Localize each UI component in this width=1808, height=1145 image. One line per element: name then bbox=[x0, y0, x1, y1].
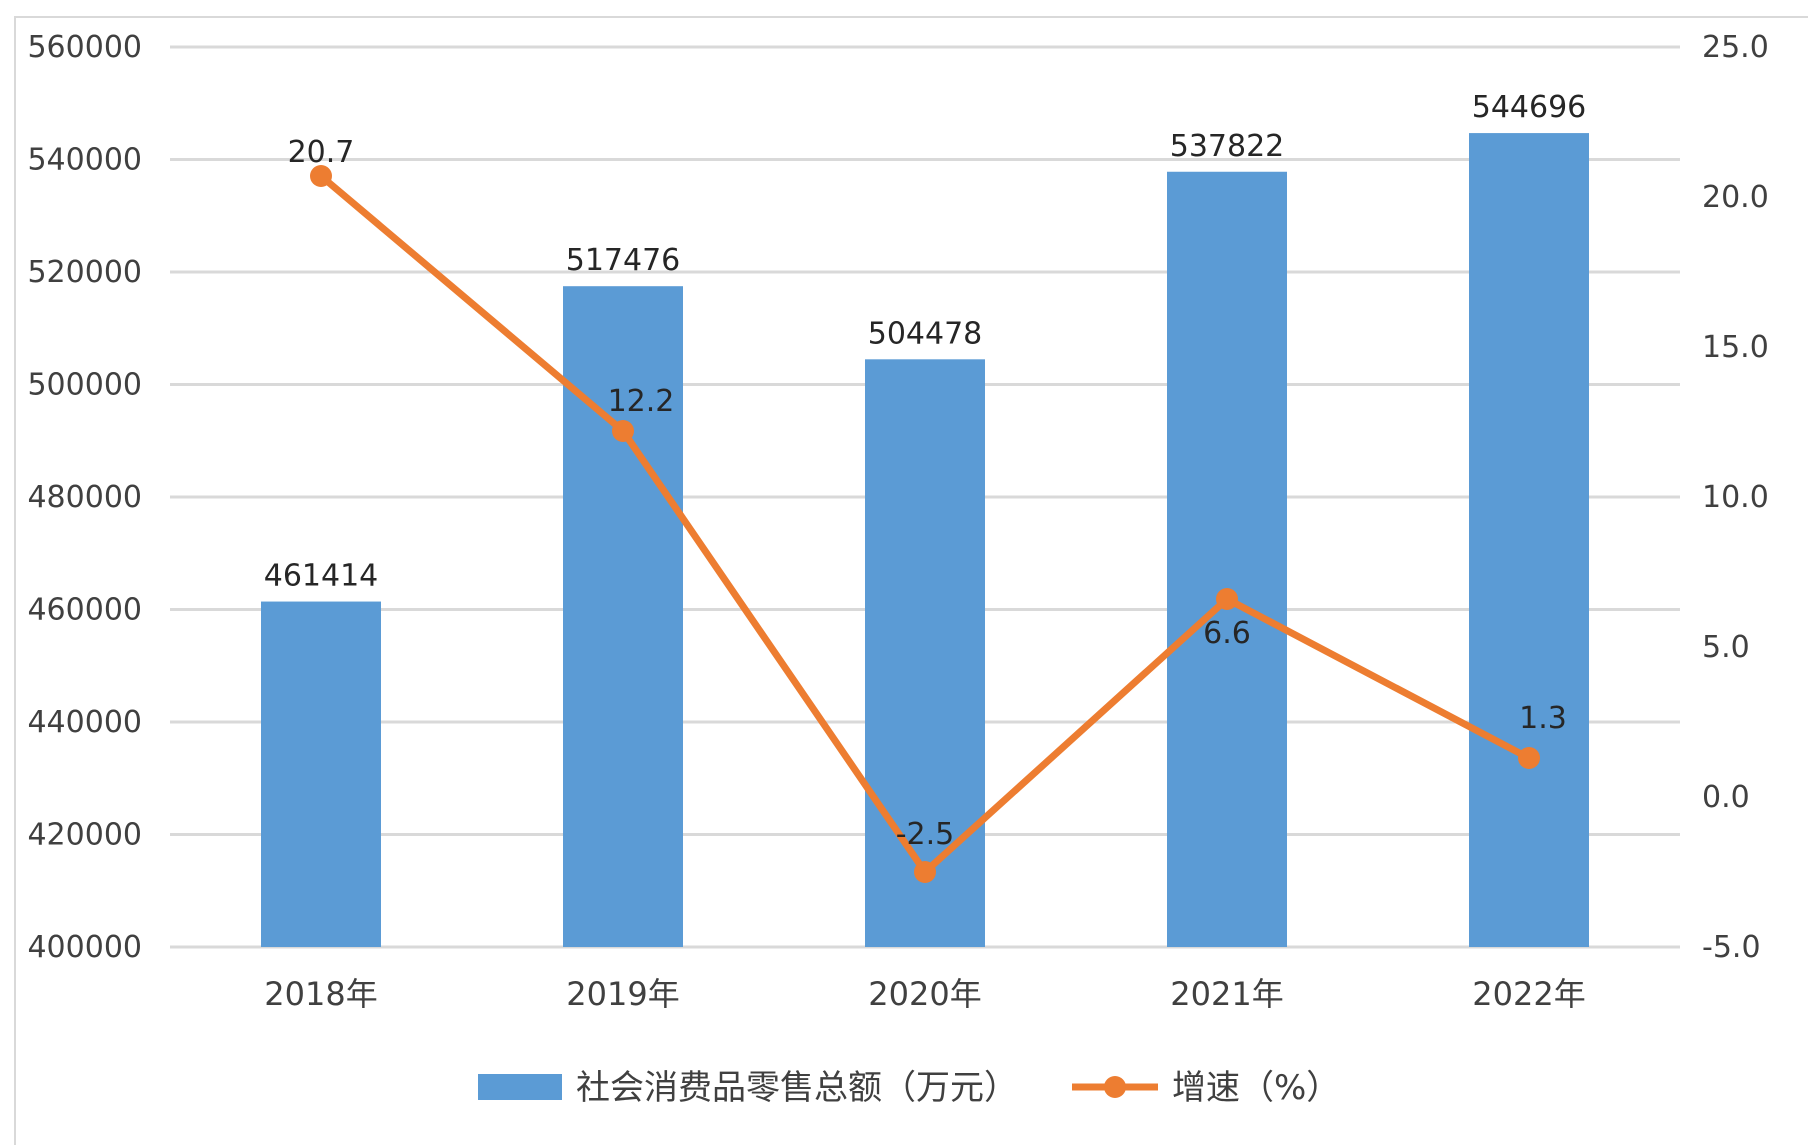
x-tick-label: 2022年 bbox=[1472, 975, 1585, 1013]
right-tick-label: 15.0 bbox=[1702, 330, 1769, 365]
line-data-label: 12.2 bbox=[608, 384, 675, 419]
legend-bar-swatch bbox=[478, 1074, 562, 1100]
bar bbox=[865, 359, 985, 947]
legend-bar-label: 社会消费品零售总额（万元） bbox=[576, 1068, 1018, 1108]
x-tick-label: 2021年 bbox=[1170, 975, 1283, 1013]
left-tick-label: 460000 bbox=[27, 593, 142, 628]
line-data-label: -2.5 bbox=[896, 817, 955, 852]
legend-line-label: 增速（%） bbox=[1172, 1068, 1340, 1108]
bar-data-label: 517476 bbox=[566, 243, 681, 278]
line-data-label: 6.6 bbox=[1203, 616, 1251, 651]
bar-data-label: 537822 bbox=[1170, 129, 1285, 164]
bar-data-label: 504478 bbox=[868, 316, 983, 351]
right-axis-ticks: -5.0 0.0 5.0 10.0 15.0 20.0 25.0 bbox=[1702, 30, 1769, 965]
line-point bbox=[612, 420, 634, 442]
bar bbox=[1167, 171, 1287, 948]
chart-frame bbox=[14, 16, 1808, 1145]
left-tick-label: 480000 bbox=[27, 480, 142, 515]
left-tick-label: 400000 bbox=[27, 930, 142, 965]
left-axis-ticks: 400000 420000 440000 460000 480000 500000 5200… bbox=[27, 30, 142, 965]
bar bbox=[1469, 133, 1589, 947]
left-tick-label: 560000 bbox=[27, 30, 142, 65]
legend-line-marker bbox=[1104, 1076, 1126, 1098]
left-tick-label: 420000 bbox=[27, 818, 142, 853]
line-point bbox=[1518, 747, 1540, 769]
right-tick-label: -5.0 bbox=[1702, 930, 1761, 965]
line-data-label: 1.3 bbox=[1519, 701, 1567, 736]
right-tick-label: 20.0 bbox=[1702, 180, 1769, 215]
right-tick-label: 25.0 bbox=[1702, 30, 1769, 65]
bar-data-label: 544696 bbox=[1472, 90, 1587, 125]
line-data-label: 20.7 bbox=[288, 135, 355, 170]
left-tick-label: 520000 bbox=[27, 255, 142, 290]
bar-data-label: 461414 bbox=[264, 559, 379, 594]
line-data-labels: 20.7 12.2 -2.5 6.6 1.3 bbox=[288, 135, 1567, 852]
right-tick-label: 10.0 bbox=[1702, 480, 1769, 515]
x-tick-label: 2019年 bbox=[566, 975, 679, 1013]
line-point bbox=[914, 861, 936, 883]
x-tick-label: 2020年 bbox=[868, 975, 981, 1013]
legend: 社会消费品零售总额（万元） 增速（%） bbox=[478, 1068, 1340, 1108]
bar-data-labels: 461414 517476 504478 537822 544696 bbox=[264, 90, 1587, 593]
right-tick-label: 5.0 bbox=[1702, 630, 1750, 665]
left-tick-label: 500000 bbox=[27, 368, 142, 403]
line-series bbox=[310, 165, 1540, 883]
bar bbox=[261, 601, 381, 947]
left-tick-label: 540000 bbox=[27, 143, 142, 178]
line-point bbox=[310, 165, 332, 187]
line-point bbox=[1216, 588, 1238, 610]
x-axis-ticks: 2018年 2019年 2020年 2021年 2022年 bbox=[264, 975, 1585, 1013]
x-tick-label: 2018年 bbox=[264, 975, 377, 1013]
right-tick-label: 0.0 bbox=[1702, 780, 1750, 815]
left-tick-label: 440000 bbox=[27, 705, 142, 740]
